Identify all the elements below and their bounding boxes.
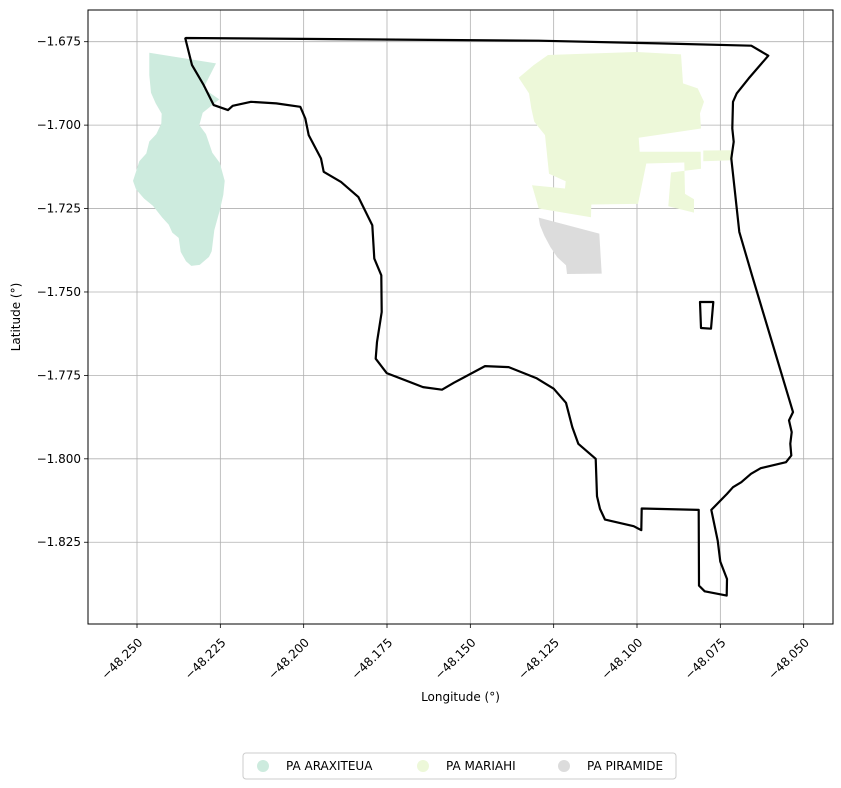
y-tick-label: −1.800 [37,452,81,466]
plot-area [87,9,834,625]
municipality-boundary [184,36,795,597]
legend-marker-pa-piramide [558,760,570,772]
y-tick-label: −1.775 [37,368,81,382]
legend-items: PA ARAXITEUA PA MARIAHI PA PIRAMIDE [257,759,663,773]
legend-label-pa-mariahi: PA MARIAHI [446,759,516,773]
legend-frame [242,752,677,780]
boundary-layer [184,36,795,597]
y-tick-label: −1.675 [37,35,81,49]
y-axis-ticks: −1.675 −1.700 −1.725 −1.750 −1.775 −1.800 −1.8… [37,35,88,549]
legend-marker-pa-mariahi [417,760,429,772]
y-tick-label: −1.725 [37,202,81,216]
y-tick-label: −1.700 [37,118,81,132]
area-pa-mariahi [518,52,704,218]
legend-label-pa-piramide: PA PIRAMIDE [587,759,663,773]
legend-marker-pa-araxiteua [257,760,269,772]
municipality-boundary [698,300,715,330]
area-pa-araxiteua [133,52,225,266]
plot-background [88,10,833,624]
y-tick-label: −1.825 [37,535,81,549]
area-layer [133,52,733,274]
plot-frame [87,9,834,625]
area-pa-piramide [538,217,602,274]
legend-label-pa-araxiteua: PA ARAXITEUA [286,759,373,773]
x-axis-label: Longitude (°) [421,690,500,704]
y-axis-label: Latitude (°) [9,283,23,352]
legend: PA ARAXITEUA PA MARIAHI PA PIRAMIDE [242,752,677,780]
y-tick-label: −1.750 [37,285,81,299]
area-pa-mariahi [703,150,733,162]
